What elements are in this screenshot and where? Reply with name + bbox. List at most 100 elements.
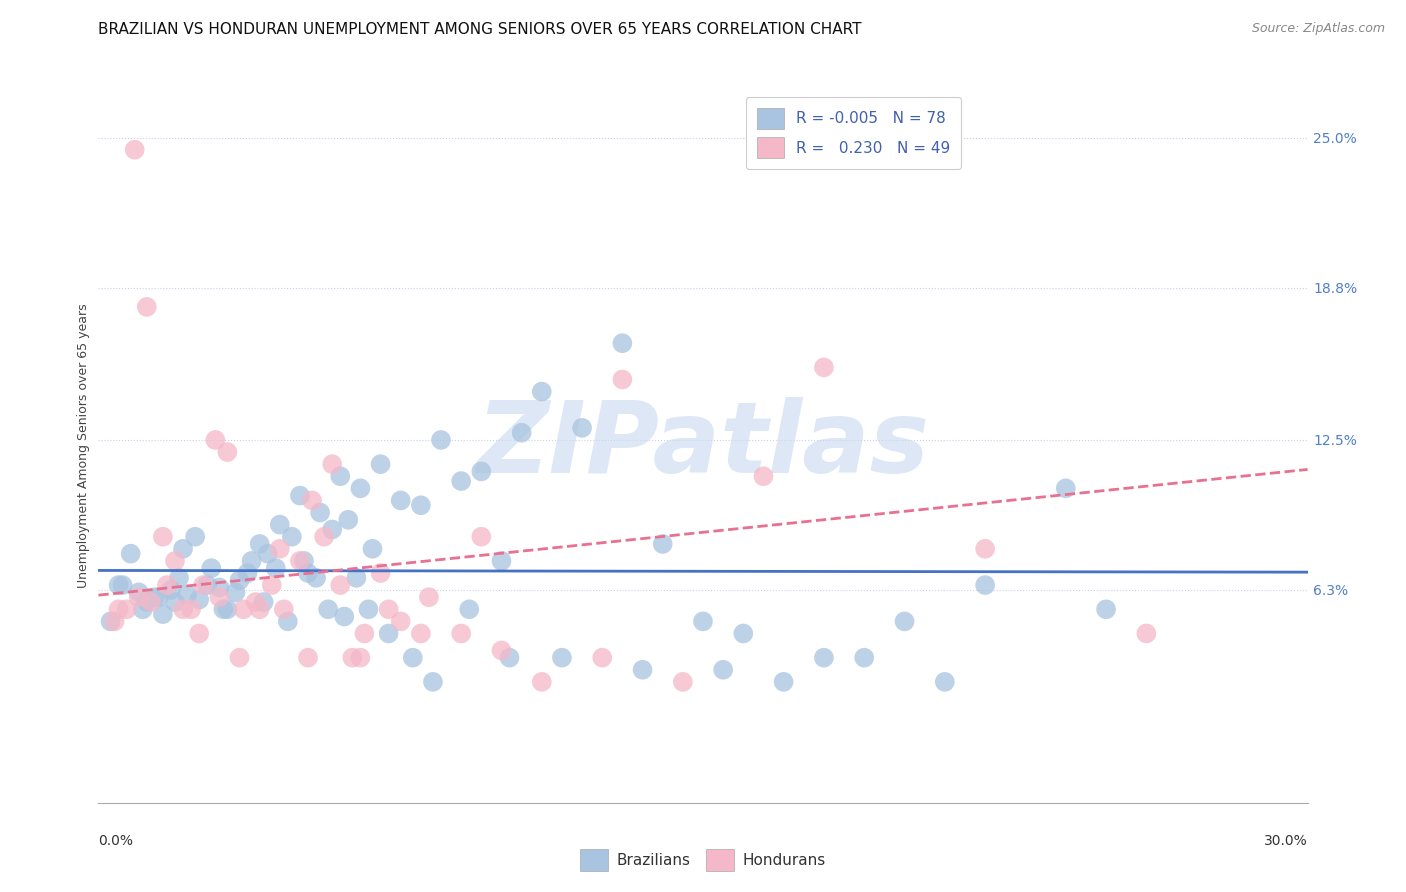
Point [273,602,295,616]
Point [217,445,239,459]
Point [321,523,343,537]
Point [128,585,150,599]
Point [530,674,553,689]
Point [107,602,129,616]
Point [208,590,231,604]
Point [470,530,492,544]
Point [430,433,453,447]
Point [188,592,211,607]
Point [377,626,399,640]
Point [256,547,278,561]
Point [342,650,364,665]
Point [163,595,186,609]
Point [591,650,613,665]
Point [309,506,332,520]
Point [111,578,134,592]
Point [297,566,319,580]
Point [195,578,218,592]
Point [188,626,211,640]
Point [450,474,472,488]
Point [853,650,876,665]
Point [772,674,794,689]
Point [240,554,263,568]
Point [344,571,367,585]
Point [180,602,202,616]
Point [260,578,283,592]
Point [409,626,432,640]
Point [264,561,287,575]
Point [100,615,122,629]
Point [301,493,323,508]
Point [530,384,553,399]
Point [402,650,425,665]
Text: ZIPatlas: ZIPatlas [477,398,929,494]
Point [389,615,412,629]
Point [143,590,166,604]
Point [184,530,207,544]
Point [314,530,336,544]
Point [120,547,142,561]
Point [377,602,399,616]
Point [249,537,271,551]
Point [337,513,360,527]
Point [934,674,956,689]
Point [132,602,155,616]
Point [491,643,513,657]
Point [389,493,412,508]
Point [733,626,755,640]
Point [974,541,997,556]
Point [510,425,533,440]
Point [160,582,183,597]
Point [172,602,194,616]
Point [813,360,835,375]
Point [292,554,315,568]
Point [672,674,695,689]
Point [316,602,339,616]
Point [1095,602,1118,616]
Point [128,590,150,604]
Point [491,554,513,568]
Point [228,650,250,665]
Point [269,517,291,532]
Point [349,481,371,495]
Point [1054,481,1077,495]
Point [370,457,392,471]
Point [498,650,520,665]
Point [418,590,440,604]
Text: 0.0%: 0.0% [98,834,134,848]
Text: BRAZILIAN VS HONDURAN UNEMPLOYMENT AMONG SENIORS OVER 65 YEARS CORRELATION CHART: BRAZILIAN VS HONDURAN UNEMPLOYMENT AMONG… [98,22,862,37]
Point [651,537,673,551]
Point [135,300,157,314]
Point [115,602,138,616]
Point [631,663,654,677]
Point [124,143,146,157]
Point [152,530,174,544]
Point [217,602,239,616]
Point [349,650,371,665]
Point [329,578,352,592]
Point [422,674,444,689]
Point [321,457,343,471]
Point [152,607,174,621]
Y-axis label: Unemployment Among Seniors over 65 years: Unemployment Among Seniors over 65 years [77,303,90,589]
Point [450,626,472,640]
Point [107,578,129,592]
Point [409,498,432,512]
Point [277,615,299,629]
Point [974,578,997,592]
Point [253,595,276,609]
Point [711,663,734,677]
Point [297,650,319,665]
Point [172,541,194,556]
Point [612,336,634,351]
Point [167,571,190,585]
Point [551,650,574,665]
Point [204,433,226,447]
Point [370,566,392,580]
Point [156,578,179,592]
Point [224,585,246,599]
Point [163,554,186,568]
Point [893,615,915,629]
Point [353,626,375,640]
Point [212,602,235,616]
